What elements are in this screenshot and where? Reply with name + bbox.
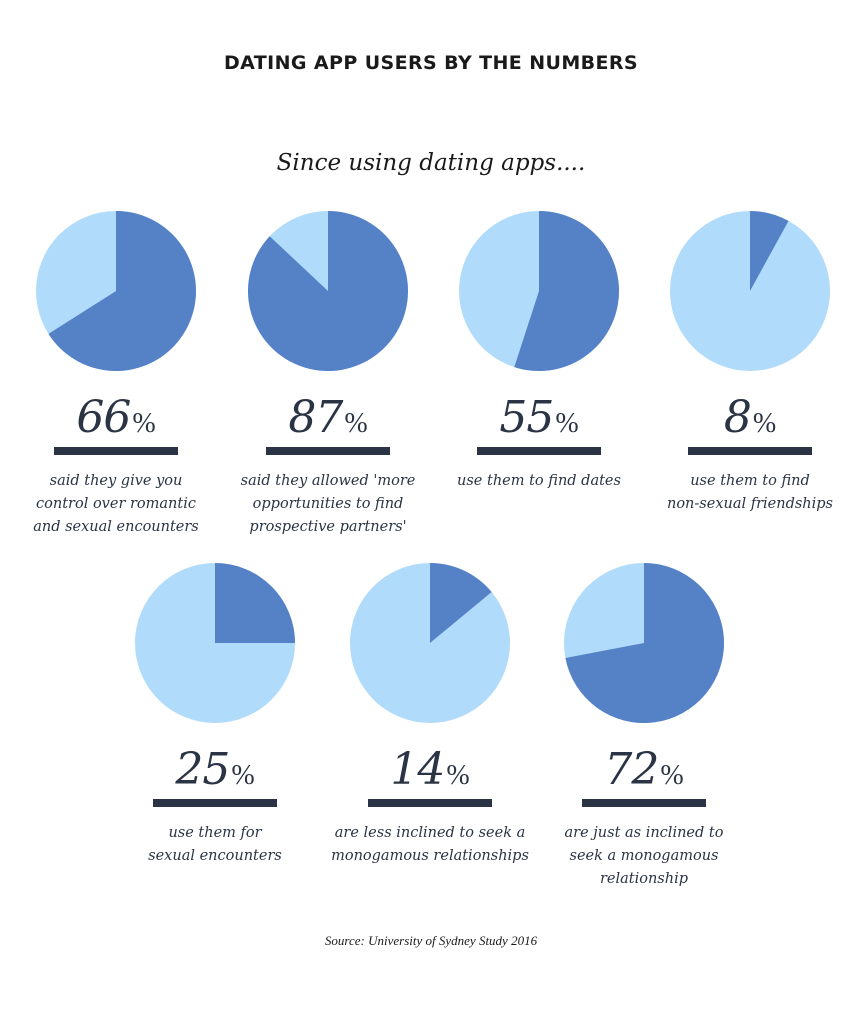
stat-number: 14	[390, 744, 445, 795]
stat-value: 87%	[223, 392, 433, 443]
subtitle: Since using dating apps....	[276, 150, 586, 176]
title-regular: DATING APP USERS BY THE	[223, 52, 530, 74]
percent-sign: %	[446, 760, 470, 791]
pie-chart	[350, 563, 510, 723]
stat-value: 72%	[539, 744, 749, 795]
stat-value: 66%	[11, 392, 221, 443]
stat-description: said they allowed 'more opportunities to…	[240, 473, 416, 535]
stat-description: use them for sexual encounters	[148, 825, 282, 864]
pie-slice-value	[248, 211, 408, 371]
pie-slice-value	[565, 563, 724, 723]
pie-slice-value	[48, 211, 196, 371]
stat-value: 14%	[325, 744, 535, 795]
stat-value: 55%	[434, 392, 644, 443]
stat-description: said they give you control over romantic…	[33, 473, 199, 535]
stat-number: 72	[604, 744, 659, 795]
stat-number: 25	[175, 744, 230, 795]
stat-value: 25%	[110, 744, 320, 795]
stat-value: 8%	[645, 392, 855, 443]
stat-underline	[266, 447, 390, 455]
stat-underline	[54, 447, 178, 455]
stat-description: use them to find dates	[457, 473, 621, 489]
title-bold: NUMBERS	[529, 52, 639, 74]
percent-sign: %	[132, 408, 156, 439]
stat-description: are less inclined to seek a monogamous r…	[331, 825, 529, 864]
pie-slice-value	[430, 563, 492, 643]
percent-sign: %	[231, 760, 255, 791]
stat-underline	[582, 799, 706, 807]
pie-slice-value	[215, 563, 295, 643]
pie-chart	[36, 211, 196, 371]
pie-slice-value	[514, 211, 619, 371]
percent-sign: %	[660, 760, 684, 791]
stat-underline	[688, 447, 812, 455]
percent-sign: %	[555, 408, 579, 439]
stat-number: 8	[723, 392, 752, 443]
pie-chart	[564, 563, 724, 723]
stat-underline	[368, 799, 492, 807]
source-note: Source: University of Sydney Study 2016	[324, 933, 538, 948]
stat-number: 66	[76, 392, 131, 443]
stat-number: 87	[288, 392, 343, 443]
stat-description: are just as inclined to seek a monogamou…	[564, 825, 724, 887]
pie-chart	[459, 211, 619, 371]
percent-sign: %	[752, 408, 777, 439]
stat-underline	[477, 447, 601, 455]
stat-description: use them to find non-sexual friendships	[666, 473, 833, 512]
percent-sign: %	[344, 408, 368, 439]
pie-chart	[670, 211, 830, 371]
pie-slice-value	[750, 211, 789, 291]
infographic-title: DATING APP USERS BY THE NUMBERS	[0, 52, 862, 74]
pie-chart	[135, 563, 295, 723]
stat-number: 55	[499, 392, 554, 443]
stat-underline	[153, 799, 277, 807]
pie-chart	[248, 211, 408, 371]
